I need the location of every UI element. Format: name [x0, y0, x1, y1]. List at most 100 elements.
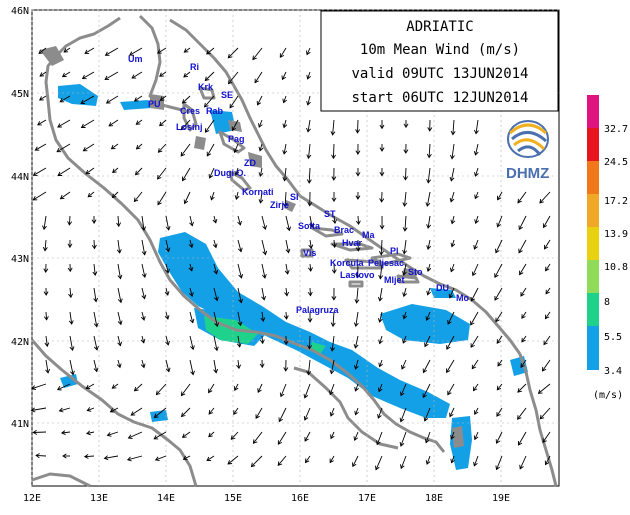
wind-arrowhead [471, 271, 477, 277]
wind-arrow [69, 287, 72, 298]
wind-arrow [208, 383, 215, 393]
wind-arrow [63, 47, 71, 53]
wind-arrow [237, 263, 242, 279]
wind-arrowhead [449, 412, 454, 418]
wind-arrow [475, 215, 479, 224]
wind-arrow [61, 431, 71, 434]
wind-arrow [494, 263, 503, 278]
wind-arrow [355, 311, 359, 327]
wind-arrowhead [254, 78, 259, 84]
lat-tick: 45N [11, 89, 29, 100]
wind-arrowhead [237, 321, 243, 327]
colorbar-label: 24.5 [604, 157, 628, 168]
wind-arrow [62, 71, 71, 77]
wind-arrow [117, 311, 122, 325]
wind-arrowhead [208, 409, 213, 415]
wind-arrowhead [141, 226, 147, 232]
wind-arrowhead [473, 435, 479, 441]
wind-arrowhead [545, 289, 550, 295]
wind-arrow [357, 215, 360, 225]
wind-arrowhead [282, 123, 288, 129]
wind-arrowhead [180, 412, 186, 418]
wind-arrow [68, 215, 71, 225]
wind-arrow [257, 95, 263, 106]
wind-arrowhead [32, 429, 38, 435]
wind-arrow [93, 335, 98, 350]
wind-arrow [141, 359, 145, 368]
wind-arrow [93, 311, 98, 327]
wind-arrowhead [330, 434, 335, 440]
wind-arrow [237, 287, 242, 303]
wind-arrowhead [379, 225, 385, 230]
wind-arrowhead [86, 407, 92, 412]
wind-arrow [545, 263, 551, 271]
wind-arrowhead [63, 48, 69, 53]
wind-arrow [278, 407, 287, 422]
wind-arrowhead [285, 248, 291, 254]
wind-arrow [451, 215, 455, 224]
wind-arrowhead [446, 368, 451, 374]
wind-arrowhead [309, 222, 314, 228]
wind-arrow [447, 311, 455, 325]
wind-arrow [496, 455, 503, 470]
wind-arrowhead [38, 49, 44, 54]
wind-arrowhead [331, 197, 337, 203]
logo-swirl-icon [507, 120, 549, 158]
wind-arrowhead [212, 218, 218, 224]
wind-arrow [112, 191, 119, 198]
wind-arrowhead [32, 171, 38, 176]
wind-arrow [427, 215, 431, 229]
wind-arrow [259, 143, 263, 151]
wind-arrow [33, 431, 47, 433]
wind-arrow [93, 359, 98, 372]
wind-arrowhead [214, 322, 220, 328]
land-coastlines [30, 14, 558, 488]
wind-arrowhead [306, 74, 311, 80]
wind-arrowhead [70, 370, 75, 376]
wind-arrowhead [494, 295, 499, 301]
wind-arrowhead [38, 96, 44, 101]
wind-arrowhead [86, 430, 91, 436]
wind-arrowhead [183, 199, 189, 205]
wind-arrow [494, 287, 503, 301]
wind-arrow [31, 383, 47, 390]
wind-arrow [160, 95, 167, 101]
coast-croatia [169, 18, 522, 355]
wind-arrowhead [306, 179, 312, 184]
lon-tick: 16E [291, 493, 309, 504]
wind-arrowhead [496, 339, 501, 344]
wind-arrow [69, 335, 74, 351]
wind-arrowhead [426, 245, 432, 250]
wind-arrow [517, 407, 527, 420]
wind-arrowhead [84, 49, 90, 54]
wind-arrowhead [262, 250, 268, 256]
wind-arrow [403, 287, 407, 297]
wind-arrowhead [447, 319, 452, 325]
wind-arrowhead [164, 291, 170, 296]
wind-arrow [189, 335, 194, 350]
wind-arrowhead [260, 317, 266, 322]
wind-arrow [285, 263, 289, 274]
wind-arrowhead [449, 267, 455, 273]
wind-arrowhead [520, 291, 525, 297]
wind-arrow [280, 383, 287, 397]
wind-arrowhead [303, 415, 309, 421]
wind-arrowhead [212, 243, 218, 249]
wind-arrow [112, 167, 119, 173]
wind-arrowhead [283, 340, 289, 346]
wind-arrow [189, 359, 194, 375]
wind-arrowhead [252, 439, 258, 444]
wind-arrowhead [140, 363, 146, 369]
wind-arrow [206, 47, 215, 55]
wind-arrow [37, 119, 47, 126]
wind-arrow [542, 431, 551, 443]
wind-arrowhead [67, 243, 73, 249]
wind-arrow [252, 47, 263, 60]
wind-arrow [261, 215, 266, 230]
wind-arrowhead [470, 296, 475, 302]
wind-arrowhead [401, 364, 406, 370]
wind-arrowhead [277, 461, 283, 466]
colorbar-swatch [587, 128, 599, 161]
wind-arrow [237, 239, 242, 252]
